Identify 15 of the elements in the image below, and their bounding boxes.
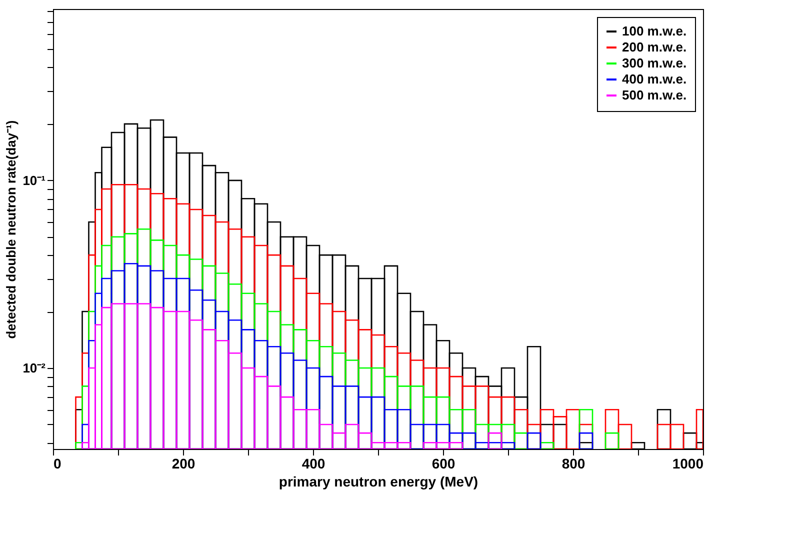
legend-label: 400 m.w.e. <box>622 72 687 86</box>
y-axis-title: detected double neutron rate(day⁻¹) <box>4 120 19 339</box>
x-tick-label: 0 <box>54 456 62 472</box>
y-tick-label: 10⁻² <box>22 360 46 376</box>
x-tick-label: 400 <box>302 456 326 472</box>
y-tick-label: 10⁻¹ <box>22 172 46 188</box>
legend-label: 500 m.w.e. <box>622 88 687 102</box>
legend-label: 100 m.w.e. <box>622 24 687 38</box>
legend-label: 300 m.w.e. <box>622 56 687 70</box>
legend-label: 200 m.w.e. <box>622 40 687 54</box>
x-tick-label: 800 <box>562 456 586 472</box>
x-tick-label: 200 <box>172 456 196 472</box>
x-axis-title: primary neutron energy (MeV) <box>278 474 478 490</box>
x-tick-label: 600 <box>432 456 456 472</box>
x-tick-label: 1000 <box>672 456 704 472</box>
